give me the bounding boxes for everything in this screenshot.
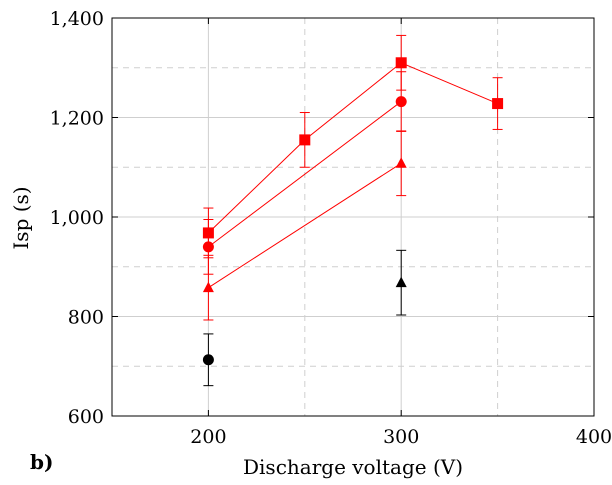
x-tick-label: 300 — [383, 426, 419, 448]
data-point-circle — [395, 96, 407, 108]
y-tick-label: 1,000 — [50, 207, 104, 229]
series-line — [208, 101, 402, 248]
series-3 — [202, 333, 214, 387]
data-point-triangle — [395, 276, 407, 288]
panel-label: b) — [30, 450, 53, 474]
data-point-square — [299, 134, 311, 146]
data-point-circle — [202, 241, 214, 253]
series-2 — [202, 130, 407, 321]
y-axis-title: Isp (s) — [9, 186, 33, 249]
y-tick-label: 600 — [68, 406, 104, 428]
data-point-circle — [202, 354, 214, 366]
data-point-triangle — [395, 157, 407, 168]
data-point-triangle — [202, 281, 214, 293]
data-point-square — [395, 57, 407, 69]
series-line — [208, 62, 498, 234]
x-axis-title: Discharge voltage (V) — [243, 455, 463, 479]
grid — [112, 18, 594, 416]
data-point-square — [492, 98, 504, 110]
ticks: 600 800 1,000 1,200 1,400 200 300 400 — [50, 8, 612, 448]
y-tick-label: 1,200 — [50, 108, 104, 130]
x-tick-label: 200 — [190, 426, 226, 448]
series-line — [208, 162, 402, 289]
y-tick-label: 1,400 — [50, 8, 104, 30]
series-0 — [202, 34, 504, 259]
data-series — [202, 34, 504, 387]
y-tick-label: 800 — [68, 307, 104, 329]
x-tick-label: 400 — [576, 426, 612, 448]
series-4 — [395, 249, 407, 316]
